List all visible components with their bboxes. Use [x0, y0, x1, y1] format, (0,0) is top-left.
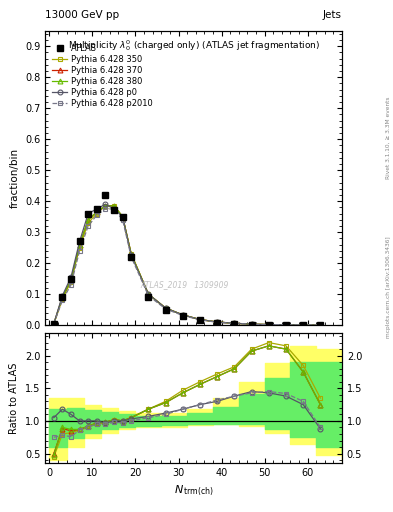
- Text: mcplots.cern.ch [arXiv:1306.3436]: mcplots.cern.ch [arXiv:1306.3436]: [386, 236, 391, 337]
- Text: ATLAS_2019   1309909: ATLAS_2019 1309909: [140, 280, 229, 289]
- X-axis label: $N_{\mathrm{\,trm(ch)}}$: $N_{\mathrm{\,trm(ch)}}$: [174, 484, 213, 498]
- Text: Jets: Jets: [323, 10, 342, 20]
- Text: 13000 GeV pp: 13000 GeV pp: [45, 10, 119, 20]
- Text: Multiplicity $\lambda_{0}^{0}$ (charged only) (ATLAS jet fragmentation): Multiplicity $\lambda_{0}^{0}$ (charged …: [68, 38, 320, 53]
- Y-axis label: Ratio to ATLAS: Ratio to ATLAS: [9, 362, 19, 434]
- Y-axis label: fraction/bin: fraction/bin: [9, 148, 19, 208]
- Legend: ATLAS, Pythia 6.428 350, Pythia 6.428 370, Pythia 6.428 380, Pythia 6.428 p0, Py: ATLAS, Pythia 6.428 350, Pythia 6.428 37…: [52, 44, 152, 108]
- Text: Rivet 3.1.10, ≥ 3.3M events: Rivet 3.1.10, ≥ 3.3M events: [386, 97, 391, 180]
